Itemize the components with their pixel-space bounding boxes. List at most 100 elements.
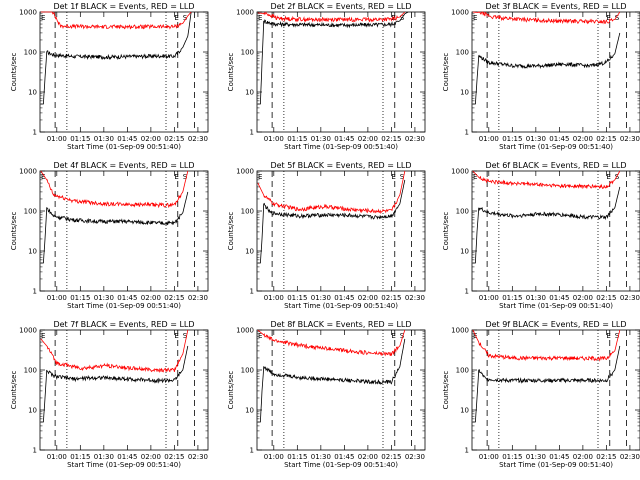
x-tick-label: 02:15 — [164, 135, 184, 143]
x-tick-label: 01:30 — [311, 294, 331, 302]
marker-label: E — [391, 332, 395, 340]
plot-panel-3: Det 3f BLACK = Events, RED = LLD 1 10 100 10… — [442, 2, 640, 151]
y-tick-label: 10 — [28, 89, 37, 97]
x-tick-label: 01:00 — [479, 135, 499, 143]
marker-label: E — [174, 14, 178, 22]
marker-label: S — [615, 14, 620, 22]
x-tick-label: 02:00 — [358, 294, 378, 302]
x-tick-label: 02:30 — [188, 135, 208, 143]
series-line-lld — [40, 11, 192, 30]
x-tick-label: 02:15 — [164, 294, 184, 302]
y-tick-label: 1 — [465, 447, 469, 455]
x-tick-label: 02:30 — [405, 135, 425, 143]
y-axis-label: Counts/sec — [442, 371, 450, 410]
x-tick-label: 01:45 — [117, 294, 137, 302]
x-tick-label: 01:45 — [334, 453, 354, 461]
x-tick-label: 02:00 — [141, 294, 161, 302]
plot-frame — [256, 170, 426, 292]
y-tick-label: 10 — [245, 89, 254, 97]
y-axis-label: Counts/sec — [227, 212, 235, 251]
plot-panel-8: Det 8f BLACK = Events, RED = LLD 1 10 100 10… — [227, 320, 426, 469]
y-tick-label: 1000 — [19, 9, 37, 17]
marker-label: E — [258, 332, 262, 340]
x-tick-label: 02:00 — [573, 294, 593, 302]
plot-frame — [256, 11, 426, 133]
x-tick-label: 01:30 — [526, 294, 546, 302]
x-tick-label: 02:15 — [596, 453, 616, 461]
series-line-events — [472, 32, 621, 105]
plot-frame — [39, 170, 209, 292]
x-tick-label: 02:00 — [358, 453, 378, 461]
x-tick-label: 02:30 — [620, 453, 640, 461]
y-tick-label: 100 — [456, 208, 469, 216]
marker-label: E — [41, 173, 45, 181]
series-line-lld — [472, 11, 621, 25]
plot-frame — [256, 329, 426, 451]
x-axis-label: Start Time (01-Sep-09 00:51:40) — [499, 302, 613, 310]
marker-label: S — [183, 14, 188, 22]
plot-panel-2: Det 2f BLACK = Events, RED = LLD 1 10 100 10… — [227, 2, 426, 151]
y-axis-label: Counts/sec — [227, 371, 235, 410]
plot-frame — [39, 11, 209, 133]
y-tick-label: 1 — [33, 129, 37, 137]
marker-label: S — [183, 332, 188, 340]
marker-label: E — [473, 332, 477, 340]
x-tick-label: 01:00 — [47, 135, 67, 143]
marker-label: S — [400, 332, 405, 340]
plot-title: Det 6f BLACK = Events, RED = LLD — [485, 161, 626, 170]
y-tick-label: 100 — [24, 367, 37, 375]
y-axis-label: Counts/sec — [442, 53, 450, 92]
x-tick-label: 02:00 — [358, 135, 378, 143]
marker-label: S — [183, 173, 188, 181]
marker-label: E — [473, 14, 477, 22]
marker-label: S — [400, 173, 405, 181]
marker-label: E — [606, 14, 610, 22]
x-tick-label: 02:00 — [573, 453, 593, 461]
plot-frame — [471, 170, 640, 292]
x-tick-label: 01:30 — [526, 453, 546, 461]
x-tick-label: 01:00 — [264, 294, 284, 302]
x-tick-label: 02:15 — [381, 135, 401, 143]
y-tick-label: 1 — [33, 447, 37, 455]
y-tick-label: 1000 — [236, 9, 254, 17]
marker-label: E — [174, 332, 178, 340]
y-axis-label: Counts/sec — [10, 212, 18, 251]
y-tick-label: 1000 — [236, 168, 254, 176]
x-tick-label: 02:30 — [405, 453, 425, 461]
marker-label: S — [615, 173, 620, 181]
x-tick-label: 02:30 — [620, 294, 640, 302]
x-tick-label: 01:30 — [94, 135, 114, 143]
series-line-events — [40, 11, 192, 105]
series-line-events — [257, 338, 406, 423]
x-tick-label: 01:15 — [70, 135, 90, 143]
y-tick-label: 1000 — [451, 168, 469, 176]
plot-title: Det 8f BLACK = Events, RED = LLD — [270, 320, 411, 329]
marker-label: E — [606, 332, 610, 340]
marker-label: E — [473, 173, 477, 181]
x-tick-label: 01:15 — [70, 294, 90, 302]
y-tick-label: 10 — [460, 407, 469, 415]
marker-label: E — [258, 173, 262, 181]
y-tick-label: 1000 — [19, 168, 37, 176]
plot-frame — [471, 329, 640, 451]
series-line-lld — [257, 11, 406, 23]
x-tick-label: 01:45 — [334, 294, 354, 302]
x-tick-label: 02:30 — [188, 453, 208, 461]
marker-label: E — [258, 14, 262, 22]
x-tick-label: 01:45 — [334, 135, 354, 143]
x-tick-label: 01:45 — [549, 135, 569, 143]
x-tick-label: 01:00 — [47, 294, 67, 302]
y-tick-label: 1000 — [236, 327, 254, 335]
x-tick-label: 01:00 — [479, 294, 499, 302]
x-tick-label: 01:30 — [311, 135, 331, 143]
x-tick-label: 01:30 — [526, 135, 546, 143]
series-line-lld — [257, 170, 406, 214]
y-tick-label: 10 — [245, 248, 254, 256]
x-tick-label: 01:15 — [502, 135, 522, 143]
series-line-events — [40, 191, 189, 264]
y-tick-label: 1000 — [451, 327, 469, 335]
x-tick-label: 01:30 — [94, 294, 114, 302]
y-tick-label: 1 — [250, 288, 254, 296]
x-tick-label: 02:15 — [164, 453, 184, 461]
